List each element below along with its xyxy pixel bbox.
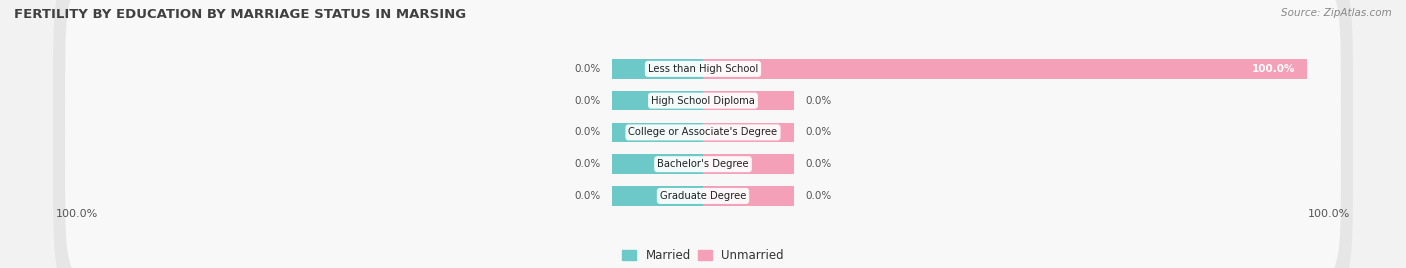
Text: Bachelor's Degree: Bachelor's Degree [657, 159, 749, 169]
Bar [613, 122, 703, 142]
Legend: Married, Unmarried: Married, Unmarried [621, 249, 785, 262]
Bar [703, 186, 793, 206]
FancyBboxPatch shape [53, 71, 1353, 257]
Bar [613, 59, 703, 79]
Text: College or Associate's Degree: College or Associate's Degree [628, 127, 778, 137]
Bar [613, 154, 703, 174]
Bar [703, 91, 793, 110]
Text: 0.0%: 0.0% [806, 159, 832, 169]
Text: 100.0%: 100.0% [1308, 209, 1350, 219]
FancyBboxPatch shape [53, 8, 1353, 194]
Text: 0.0%: 0.0% [806, 191, 832, 201]
Text: 0.0%: 0.0% [574, 159, 600, 169]
Text: 0.0%: 0.0% [574, 127, 600, 137]
Bar [703, 122, 793, 142]
Text: 0.0%: 0.0% [574, 64, 600, 74]
FancyBboxPatch shape [65, 120, 1341, 268]
Text: FERTILITY BY EDUCATION BY MARRIAGE STATUS IN MARSING: FERTILITY BY EDUCATION BY MARRIAGE STATU… [14, 8, 467, 21]
Bar [613, 186, 703, 206]
Bar [703, 59, 1308, 79]
Bar [703, 154, 793, 174]
Text: 100.0%: 100.0% [1251, 64, 1295, 74]
Text: 0.0%: 0.0% [806, 127, 832, 137]
FancyBboxPatch shape [65, 88, 1341, 240]
FancyBboxPatch shape [65, 0, 1341, 145]
FancyBboxPatch shape [65, 56, 1341, 209]
FancyBboxPatch shape [53, 0, 1353, 162]
Text: 0.0%: 0.0% [574, 96, 600, 106]
Text: Source: ZipAtlas.com: Source: ZipAtlas.com [1281, 8, 1392, 18]
Bar [613, 91, 703, 110]
Text: Less than High School: Less than High School [648, 64, 758, 74]
Text: 0.0%: 0.0% [806, 96, 832, 106]
Text: 100.0%: 100.0% [56, 209, 98, 219]
Text: 0.0%: 0.0% [574, 191, 600, 201]
Text: High School Diploma: High School Diploma [651, 96, 755, 106]
Text: Graduate Degree: Graduate Degree [659, 191, 747, 201]
FancyBboxPatch shape [53, 103, 1353, 268]
FancyBboxPatch shape [53, 39, 1353, 225]
FancyBboxPatch shape [65, 24, 1341, 177]
